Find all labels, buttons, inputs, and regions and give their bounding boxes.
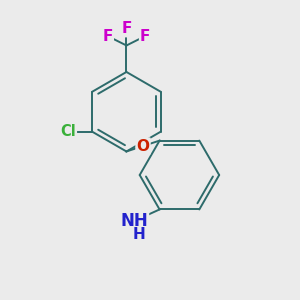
Text: O: O [136, 139, 149, 154]
Text: F: F [140, 29, 150, 44]
Text: NH: NH [121, 212, 148, 230]
Text: Cl: Cl [61, 124, 76, 139]
Text: H: H [133, 227, 145, 242]
Text: F: F [121, 22, 132, 37]
Text: F: F [103, 29, 113, 44]
